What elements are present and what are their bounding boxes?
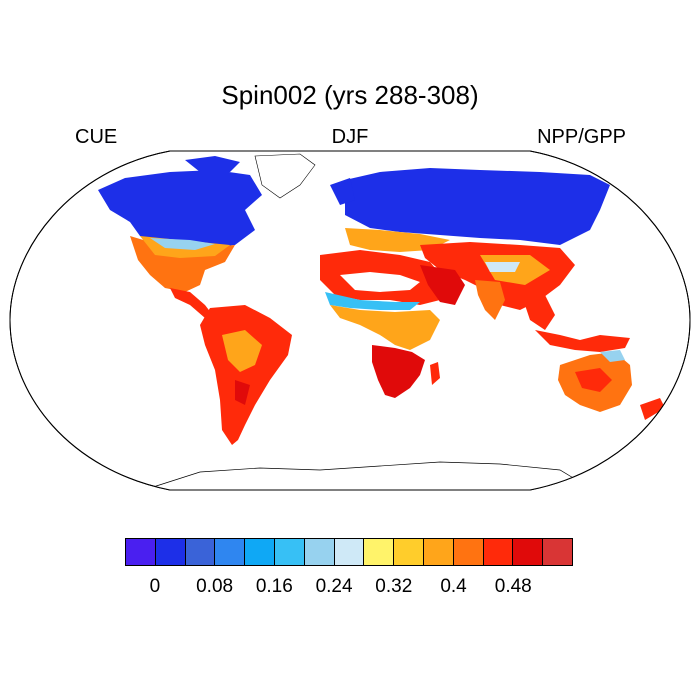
colorbar-tick-label: 0.24	[315, 576, 353, 597]
indonesia	[535, 330, 630, 352]
central-america	[170, 288, 215, 318]
colorbar-tick-label: 0.32	[375, 576, 413, 597]
sahel	[325, 292, 420, 310]
colorbar-swatch	[453, 539, 484, 565]
sahara	[340, 272, 420, 292]
australia-red	[575, 368, 612, 392]
arabia	[420, 265, 465, 305]
north-america-north	[98, 170, 262, 250]
africa-south	[372, 345, 425, 398]
tibet	[485, 262, 520, 272]
antarctica	[148, 461, 581, 490]
colorbar-swatch	[483, 539, 514, 565]
colorbar-swatch	[423, 539, 454, 565]
greenland	[254, 153, 316, 199]
season-label: DJF	[331, 126, 369, 148]
colorbar-tick-label: 0.08	[196, 576, 234, 597]
colorbar-swatch	[513, 539, 544, 565]
southeast-asia	[520, 290, 555, 330]
south-america	[200, 305, 292, 445]
colorbar-tick-label: 0.4	[440, 576, 467, 597]
colorbar-swatch	[334, 539, 365, 565]
australia-light	[600, 350, 625, 362]
south-america-orange	[222, 330, 262, 372]
india	[475, 280, 505, 320]
colorbar-swatch	[215, 539, 246, 565]
ratio-label: NPP/GPP	[537, 126, 626, 148]
scandinavia	[330, 178, 355, 205]
madagascar	[430, 362, 440, 385]
colorbar-swatch	[364, 539, 395, 565]
colorbar-tick-label: 0.48	[494, 576, 532, 597]
new-zealand	[640, 398, 665, 420]
colorbar-swatch	[245, 539, 275, 565]
variable-label: CUE	[75, 126, 118, 148]
colorbar-tick-label: 0	[149, 576, 161, 597]
colorbar-swatch	[185, 539, 216, 565]
colorbar	[125, 538, 573, 566]
us-light	[150, 238, 215, 250]
plot-title: Spin002 (yrs 288-308)	[221, 80, 479, 110]
africa-central	[330, 305, 440, 350]
arctic-islands	[185, 156, 240, 172]
colorbar-swatch	[155, 539, 186, 565]
colorbar-tick-label: 0.16	[255, 576, 293, 597]
colorbar-swatch	[274, 539, 305, 565]
colorbar-swatch	[304, 539, 335, 565]
south-america-dark	[235, 380, 250, 405]
colorbar-swatch	[126, 539, 156, 565]
eurasia-north	[345, 168, 610, 245]
colorbar-swatch	[543, 539, 572, 565]
colorbar-swatch	[394, 539, 424, 565]
